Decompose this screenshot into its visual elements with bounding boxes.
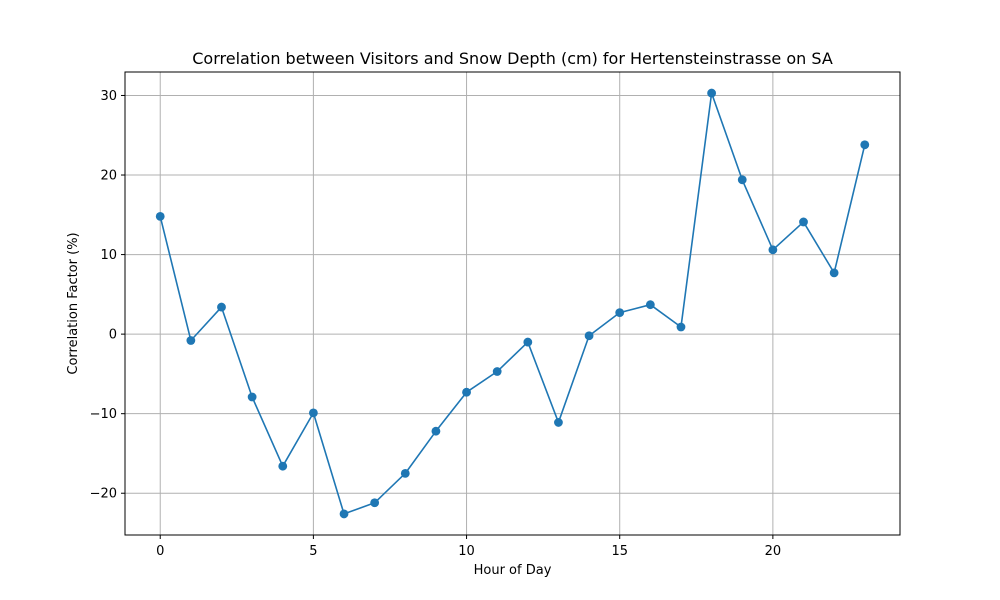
data-point bbox=[247, 392, 257, 402]
data-point bbox=[400, 468, 410, 478]
x-tick-label: 5 bbox=[309, 544, 317, 559]
data-point bbox=[860, 140, 870, 150]
data-point bbox=[462, 387, 471, 397]
data-point bbox=[155, 211, 165, 221]
data-point bbox=[431, 426, 441, 436]
data-point bbox=[217, 302, 226, 312]
data-point bbox=[799, 217, 808, 227]
data-point bbox=[768, 245, 778, 255]
x-axis-label: Hour of Day bbox=[474, 563, 552, 578]
plot-area-background bbox=[125, 72, 900, 535]
x-tick-label: 10 bbox=[458, 544, 475, 559]
plot-area-frame bbox=[124, 71, 901, 536]
x-tick-label: 0 bbox=[156, 544, 164, 559]
y-tick-label: 20 bbox=[100, 169, 117, 184]
y-axis-label: Correlation Factor (%) bbox=[66, 232, 81, 374]
data-point bbox=[308, 408, 318, 418]
chart-title: Correlation between Visitors and Snow De… bbox=[192, 49, 833, 68]
data-point bbox=[523, 337, 533, 347]
data-point bbox=[645, 300, 655, 310]
y-tick-label: 0 bbox=[109, 328, 117, 343]
data-point bbox=[584, 331, 594, 341]
data-point bbox=[278, 461, 288, 471]
x-tick-label: 20 bbox=[765, 544, 782, 559]
data-point bbox=[737, 175, 747, 185]
data-point bbox=[676, 322, 686, 332]
data-point bbox=[370, 498, 380, 508]
data-point bbox=[492, 367, 502, 376]
series-layer bbox=[155, 88, 870, 519]
data-point bbox=[707, 88, 717, 98]
grid-lines bbox=[125, 72, 900, 535]
data-point bbox=[615, 308, 625, 318]
y-tick-label: 30 bbox=[100, 89, 117, 104]
y-tick-label: −20 bbox=[90, 487, 117, 502]
y-tick-label: −10 bbox=[90, 407, 117, 422]
y-tick-label: 10 bbox=[100, 248, 117, 263]
series-line bbox=[159, 92, 866, 515]
data-point bbox=[829, 268, 839, 278]
data-point bbox=[339, 509, 349, 519]
x-tick-label: 15 bbox=[611, 544, 628, 559]
data-point bbox=[554, 418, 563, 427]
tick-layer: 0 5 10 15 20 −20 −10 0 10 20 30 bbox=[90, 89, 782, 559]
data-point bbox=[186, 336, 196, 345]
